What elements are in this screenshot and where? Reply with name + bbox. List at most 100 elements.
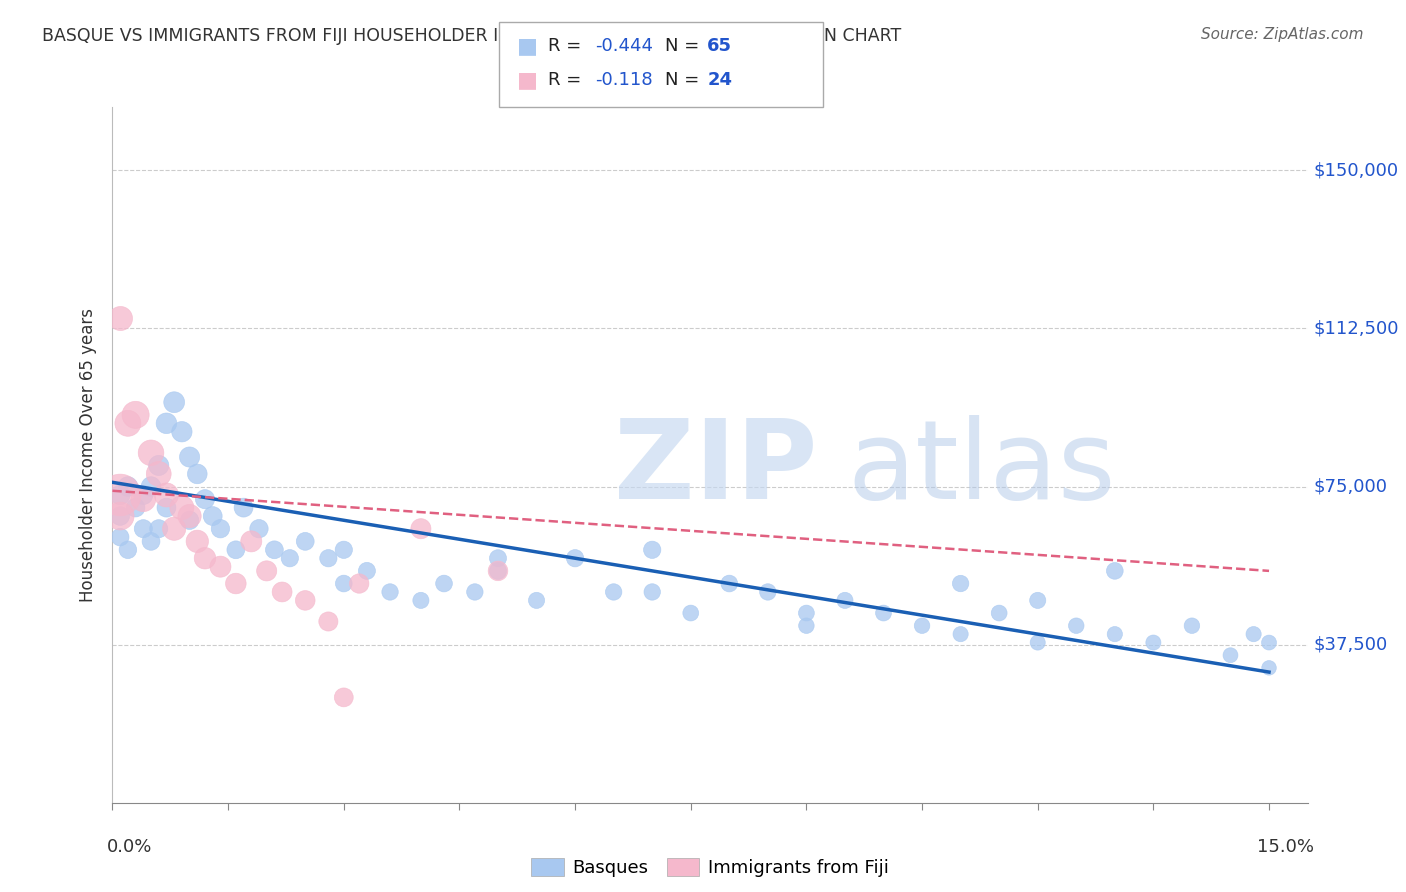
Point <box>108 488 131 502</box>
Point <box>1219 648 1241 663</box>
Y-axis label: Householder Income Over 65 years: Householder Income Over 65 years <box>79 308 97 602</box>
Point <box>108 509 131 524</box>
Point <box>108 310 131 325</box>
Point <box>108 488 131 502</box>
Point <box>526 593 548 607</box>
Text: -0.118: -0.118 <box>595 71 652 89</box>
Point <box>179 513 201 527</box>
Point <box>163 522 186 536</box>
Point <box>949 576 972 591</box>
Text: ■: ■ <box>517 70 538 90</box>
Point <box>1243 627 1265 641</box>
Point <box>132 488 155 502</box>
Text: R =: R = <box>548 37 588 55</box>
Point <box>318 615 340 629</box>
Point <box>132 522 155 536</box>
Point <box>179 450 201 464</box>
Point <box>1026 635 1049 649</box>
Point <box>148 458 170 473</box>
Point <box>209 559 232 574</box>
Point <box>194 492 217 507</box>
Text: $150,000: $150,000 <box>1313 161 1399 179</box>
Point <box>294 534 316 549</box>
Text: N =: N = <box>665 37 704 55</box>
Point <box>1064 618 1087 632</box>
Point <box>170 500 193 515</box>
Point <box>318 551 340 566</box>
Text: ZIP: ZIP <box>614 416 818 523</box>
Point <box>240 534 263 549</box>
Point <box>718 576 741 591</box>
Point <box>108 509 131 524</box>
Text: ■: ■ <box>517 37 538 56</box>
Point <box>949 627 972 641</box>
Point <box>256 564 278 578</box>
Text: BASQUE VS IMMIGRANTS FROM FIJI HOUSEHOLDER INCOME OVER 65 YEARS CORRELATION CHAR: BASQUE VS IMMIGRANTS FROM FIJI HOUSEHOLD… <box>42 27 901 45</box>
Point <box>294 593 316 607</box>
Text: 65: 65 <box>707 37 733 55</box>
Point <box>201 509 224 524</box>
Point <box>179 509 201 524</box>
Point <box>679 606 702 620</box>
Point <box>225 542 247 557</box>
Point <box>186 467 208 481</box>
Point <box>209 522 232 536</box>
Point <box>1258 661 1281 675</box>
Point <box>117 479 139 493</box>
Text: 24: 24 <box>707 71 733 89</box>
Point <box>1142 635 1164 649</box>
Point <box>124 408 146 422</box>
Point <box>1258 635 1281 649</box>
Point <box>117 417 139 431</box>
Point <box>333 690 356 705</box>
Point <box>641 542 664 557</box>
Point <box>108 530 131 544</box>
Point <box>139 479 162 493</box>
Point <box>232 500 254 515</box>
Point <box>872 606 894 620</box>
Point <box>139 534 162 549</box>
Point <box>247 522 270 536</box>
Point <box>132 492 155 507</box>
Point <box>117 542 139 557</box>
Point <box>155 488 177 502</box>
Text: atlas: atlas <box>848 416 1116 523</box>
Point <box>1026 593 1049 607</box>
Point <box>486 551 509 566</box>
Point <box>409 522 432 536</box>
Point <box>1104 564 1126 578</box>
Point <box>194 551 217 566</box>
Point <box>155 417 177 431</box>
Legend: Basques, Immigrants from Fiji: Basques, Immigrants from Fiji <box>524 850 896 884</box>
Point <box>433 576 456 591</box>
Point <box>796 606 818 620</box>
Point <box>409 593 432 607</box>
Point <box>564 551 586 566</box>
Text: Source: ZipAtlas.com: Source: ZipAtlas.com <box>1201 27 1364 42</box>
Point <box>124 500 146 515</box>
Point <box>378 585 401 599</box>
Point <box>186 534 208 549</box>
Point <box>356 564 378 578</box>
Text: 15.0%: 15.0% <box>1257 838 1313 855</box>
Point <box>333 542 356 557</box>
Point <box>271 585 294 599</box>
Point <box>148 522 170 536</box>
Point <box>796 618 818 632</box>
Point <box>347 576 370 591</box>
Point <box>988 606 1011 620</box>
Point <box>641 585 664 599</box>
Point <box>139 446 162 460</box>
Point <box>1181 618 1204 632</box>
Point <box>911 618 934 632</box>
Point <box>170 425 193 439</box>
Text: $75,000: $75,000 <box>1313 477 1388 496</box>
Text: N =: N = <box>665 71 704 89</box>
Point <box>263 542 285 557</box>
Point <box>148 467 170 481</box>
Point <box>333 576 356 591</box>
Text: 0.0%: 0.0% <box>107 838 152 855</box>
Text: $37,500: $37,500 <box>1313 636 1388 654</box>
Point <box>155 500 177 515</box>
Point <box>163 395 186 409</box>
